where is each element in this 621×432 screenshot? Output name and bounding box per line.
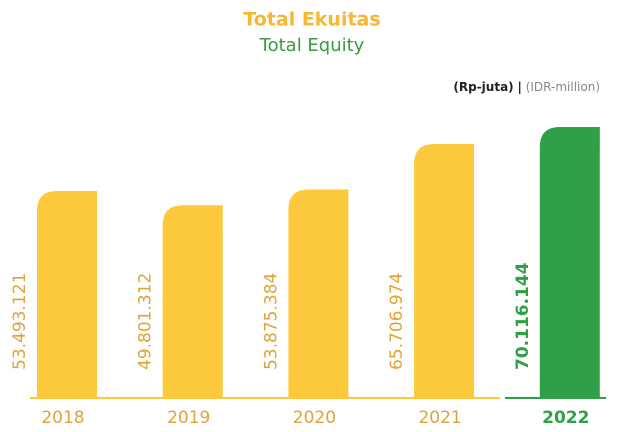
chart-title: Total Ekuitas — [243, 9, 380, 31]
bar — [288, 189, 349, 397]
unit-en: (IDR-million) — [526, 80, 600, 94]
value-label: 53.875.384 — [261, 273, 281, 370]
x-tick-label: 2020 — [293, 408, 336, 428]
bar — [414, 143, 475, 397]
unit-id: (Rp-juta) — [453, 80, 513, 94]
value-label: 49.801.312 — [136, 273, 156, 370]
x-tick-label: 2021 — [418, 408, 461, 428]
bar — [539, 127, 600, 397]
x-tick-label: 2022 — [542, 408, 589, 428]
value-label: 70.116.144 — [513, 262, 533, 370]
x-tick-label: 2018 — [41, 408, 84, 428]
chart-subtitle: Total Equity — [259, 35, 365, 56]
bar — [37, 191, 97, 397]
value-label: 53.493.121 — [10, 273, 30, 370]
value-label: 65.706.974 — [387, 273, 407, 370]
bar — [162, 205, 223, 397]
x-tick-label: 2019 — [167, 408, 210, 428]
unit-label: (Rp-juta) | (IDR-million) — [453, 80, 600, 94]
unit-separator: | — [517, 80, 521, 94]
